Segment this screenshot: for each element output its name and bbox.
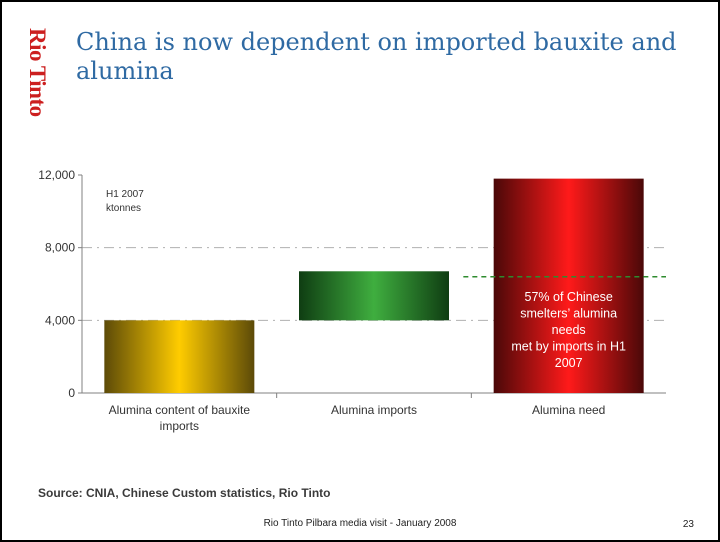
- bar-0: [104, 320, 255, 393]
- page-number: 23: [682, 519, 694, 530]
- annotation-line: needs: [552, 323, 586, 337]
- unit-note: ktonnes: [106, 203, 141, 214]
- footer-text: Rio Tinto Pilbara media visit - January …: [263, 518, 457, 529]
- source-note: Source: CNIA, Chinese Custom statistics,…: [38, 486, 331, 500]
- y-tick-label: 8,000: [45, 241, 75, 255]
- annotation-line: smelters’ alumina: [520, 307, 617, 321]
- y-tick-label: 12,000: [38, 168, 75, 182]
- x-category-label: Alumina imports: [331, 403, 417, 417]
- x-category-label: Alumina content of bauxite: [109, 403, 251, 417]
- annotation-line: 2007: [555, 356, 583, 370]
- annotation-line: met by imports in H1: [511, 340, 626, 354]
- bar-1: [299, 271, 449, 321]
- bar-2: [493, 178, 644, 393]
- x-category-label: imports: [160, 419, 199, 433]
- y-tick-label: 0: [68, 386, 75, 400]
- unit-note: H1 2007: [106, 189, 144, 200]
- waterfall-chart: 0 4,000 8,000 12,000 Alumina content of baux…: [38, 168, 666, 433]
- page-title: China is now dependent on imported bauxi…: [76, 28, 677, 85]
- x-category-label: Alumina need: [532, 403, 605, 417]
- annotation-line: 57% of Chinese: [525, 290, 613, 304]
- y-tick-label: 4,000: [45, 313, 75, 327]
